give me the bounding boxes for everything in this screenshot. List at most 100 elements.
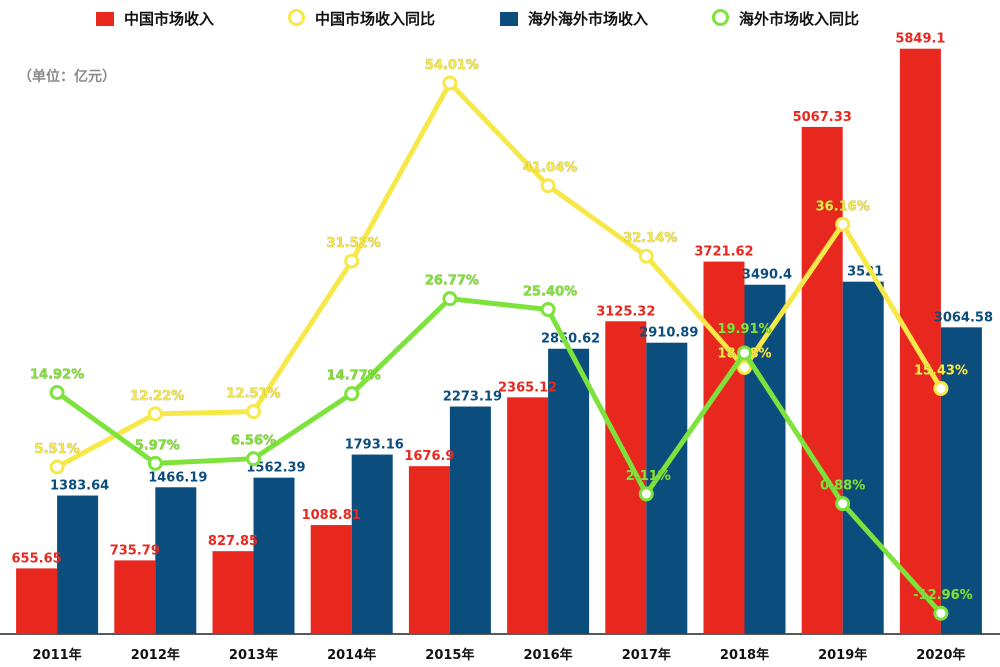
legend-label-overseas-revenue: 海外海外市场收入 [528,10,649,28]
china-yoy-label: 12.51% [226,387,280,402]
overseas-revenue-label: 1562.39 [246,461,305,476]
x-tick-label: 2015年 [425,647,474,663]
overseas-revenue-bar [940,327,982,634]
legend-label-china-revenue: 中国市场收入 [124,10,215,28]
china-yoy-label: 54.01% [425,58,479,73]
overseas-yoy-line [54,296,944,616]
china-revenue-bar [703,261,745,634]
overseas-yoy-label: 19.91% [717,322,771,337]
x-tick-label: 2019年 [818,647,867,663]
china-yoy-label: 12.22% [130,389,184,404]
legend-swatch-china-revenue [96,12,114,26]
china-yoy-point [246,404,261,420]
overseas-yoy-point [835,496,851,512]
legend-overseas-revenue: 海外海外市场收入 [500,8,648,29]
china-yoy-point [933,380,949,396]
overseas-revenue-bar [548,348,590,634]
x-tick-label: 2020年 [916,647,965,663]
overseas-revenue-label: 3521 [847,265,883,280]
china-yoy-label: 5.51% [35,442,80,457]
legend-swatch-overseas-revenue [500,12,518,26]
china-revenue-label: 655.65 [12,551,62,566]
overseas-yoy-point [737,345,752,361]
x-tick-label: 2013年 [229,647,278,663]
overseas-revenue-label: 1383.64 [50,479,109,494]
china-yoy-label: 41.04% [523,161,577,176]
legend-marker-overseas-yoy [712,9,729,26]
overseas-revenue-bar [449,406,491,634]
china-yoy-point [344,253,360,269]
overseas-revenue-bar [57,495,99,634]
overseas-yoy-label: 5.97% [135,438,180,453]
china-yoy-point [638,248,654,264]
china-revenue-bar [899,48,941,635]
legend-label-china-yoy: 中国市场收入同比 [315,10,436,28]
overseas-yoy-point [638,486,654,502]
overseas-yoy-point [246,451,261,467]
china-yoy-label: 15.43% [914,363,968,378]
legend-label-overseas-yoy: 海外市场收入同比 [739,10,860,28]
china-yoy-label: 31.52% [327,236,381,251]
x-tick-label: 2014年 [327,647,376,663]
china-yoy-point [737,359,752,375]
overseas-revenue-label: 3064.58 [934,310,993,325]
legend-overseas-yoy: 海外市场收入同比 [712,8,859,29]
china-yoy-point [49,459,65,475]
x-tick-label: 2017年 [622,647,671,663]
overseas-yoy-label: -12.96% [913,588,973,603]
x-tick-label: 2011年 [33,647,82,663]
china-revenue-label: 3125.32 [596,304,655,319]
unit-label: （单位：亿元） [18,69,116,85]
overseas-revenue-label: 1793.16 [345,438,404,453]
china-yoy-label: 36.16% [816,199,870,214]
china-revenue-bar [16,568,58,634]
overseas-yoy-label: 14.77% [327,369,381,384]
overseas-revenue-label: 3490.4 [742,268,792,283]
overseas-yoy-point [147,455,163,471]
legend-marker-china-yoy [288,9,305,26]
overseas-revenue-bar [744,284,786,634]
overseas-yoy-point [344,386,360,402]
overseas-revenue-bar [253,477,295,634]
china-revenue-label: 5849.1 [895,32,945,47]
overseas-revenue-bar [155,487,197,634]
overseas-yoy-point [49,384,65,400]
overseas-yoy-point [442,291,458,307]
china-yoy-label: 32.14% [623,231,677,246]
legend-china-revenue: 中国市场收入 [96,8,214,29]
china-yoy-point [442,75,458,91]
china-yoy-point [147,406,163,422]
china-yoy-point [835,216,851,232]
china-revenue-bar [408,466,450,634]
x-tick-label: 2018年 [720,647,769,663]
china-revenue-bar [212,551,254,634]
china-revenue-bar [507,397,549,634]
x-tick-label: 2016年 [524,647,573,663]
overseas-revenue-bar [842,281,884,634]
china-revenue-bar [114,560,156,634]
overseas-yoy-label: 25.40% [523,285,577,300]
china-yoy-point [540,178,556,194]
china-revenue-label: 5067.33 [793,110,852,125]
china-yoy-line [54,80,944,470]
china-revenue-label: 735.79 [110,543,160,558]
overseas-yoy-point [540,302,556,318]
overseas-revenue-label: 2910.89 [639,326,698,341]
overseas-yoy-label: 14.92% [30,367,84,382]
x-tick-label: 2012年 [131,647,180,663]
legend: 中国市场收入 中国市场收入同比 海外海外市场收入 海外市场收入同比 [0,8,1000,30]
china-revenue-label: 3721.62 [694,245,753,260]
overseas-yoy-point [933,605,949,621]
overseas-yoy-label: 6.56% [231,434,276,449]
overseas-yoy-label: 26.77% [425,274,479,289]
overseas-revenue-label: 2850.62 [541,332,600,347]
overseas-revenue-label: 1466.19 [148,470,207,485]
china-revenue-bar [310,525,352,634]
china-revenue-label: 1676.9 [404,449,454,464]
china-revenue-label: 2365.12 [498,380,557,395]
overseas-yoy-label: 2.11% [626,469,671,484]
overseas-revenue-label: 2273.19 [443,390,502,405]
legend-china-yoy: 中国市场收入同比 [288,8,435,29]
